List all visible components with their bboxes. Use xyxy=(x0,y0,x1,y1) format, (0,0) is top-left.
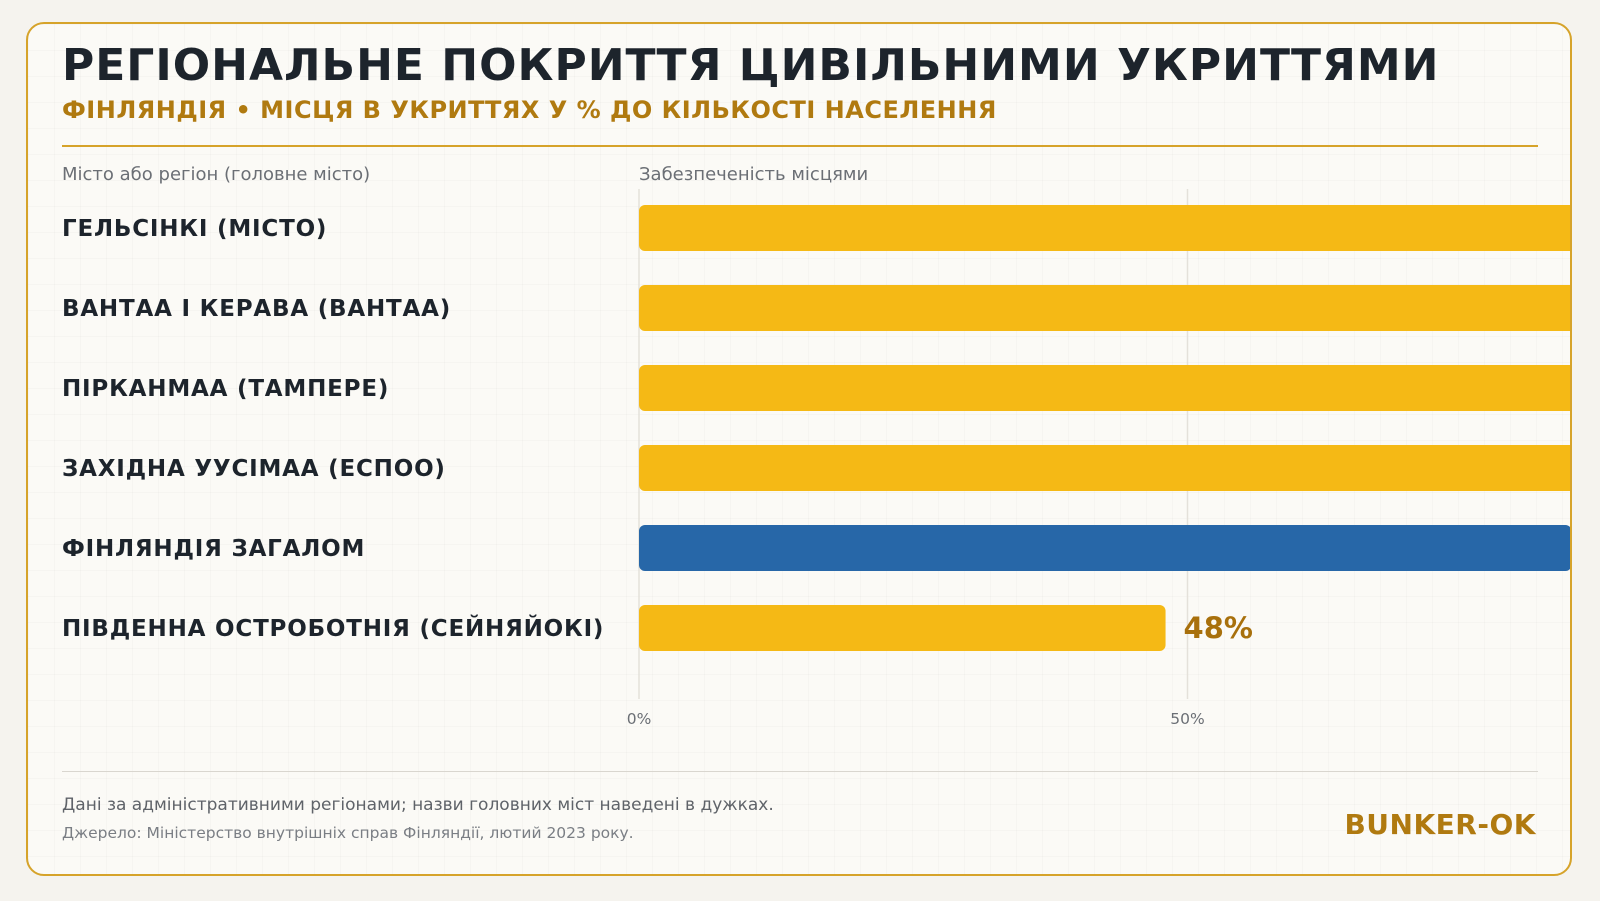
bar xyxy=(639,205,1570,251)
value-column-header: Забезпеченість місцями xyxy=(639,164,869,185)
bar xyxy=(639,365,1570,411)
brand-logo: BUNKER-OK xyxy=(1344,808,1536,841)
bar xyxy=(639,605,1166,651)
x-tick-label: 0% xyxy=(627,710,652,728)
category-column-header: Місто або регіон (головне місто) xyxy=(62,164,371,185)
category-label: ПІВДЕННА ОСТРОБОТНІЯ (СЕЙНЯЙОКІ) xyxy=(62,614,604,642)
category-label: ЗАХІДНА УУСІМАА (ЕСПОО) xyxy=(62,456,446,482)
category-label: ГЕЛЬСІНКІ (МІСТО) xyxy=(62,216,327,242)
source-note: Джерело: Міністерство внутрішніх справ Ф… xyxy=(62,824,634,842)
bar xyxy=(639,285,1570,331)
bar-chart: 0%50%100%140%ГЕЛЬСІНКІ (МІСТО)134%ВАНТАА… xyxy=(62,189,1570,728)
x-tick-label: 50% xyxy=(1170,710,1204,728)
footnote: Дані за адміністративними регіонами; наз… xyxy=(62,795,774,815)
header-divider xyxy=(62,145,1538,147)
data-label: 48% xyxy=(1184,611,1253,645)
category-label: ПІРКАНМАА (ТАМПЕРЕ) xyxy=(62,376,389,402)
category-label: ВАНТАА І КЕРАВА (ВАНТАА) xyxy=(62,296,451,322)
page-title: РЕГІОНАЛЬНЕ ПОКРИТТЯ ЦИВІЛЬНИМИ УКРИТТЯМ… xyxy=(62,40,1440,91)
footer-divider xyxy=(62,771,1538,772)
category-label: ФІНЛЯНДІЯ ЗАГАЛОМ xyxy=(62,536,365,562)
infographic-card: РЕГІОНАЛЬНЕ ПОКРИТТЯ ЦИВІЛЬНИМИ УКРИТТЯМ… xyxy=(26,22,1572,876)
highlight-bar xyxy=(639,525,1570,571)
page-subtitle: ФІНЛЯНДІЯ • МІСЦЯ В УКРИТТЯХ У % ДО КІЛЬ… xyxy=(62,96,997,124)
bar xyxy=(639,445,1570,491)
